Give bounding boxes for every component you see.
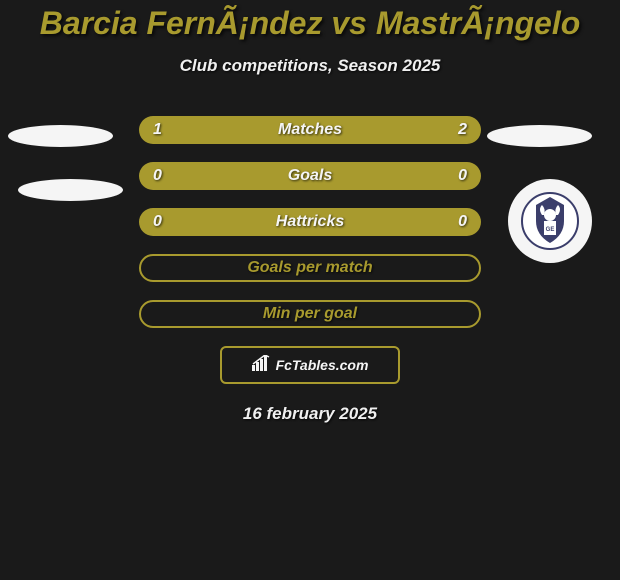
stat-label: Hattricks	[276, 213, 344, 231]
team-left-placeholder-1	[8, 125, 113, 147]
stat-right-value: 0	[445, 213, 467, 231]
team-right-placeholder	[487, 125, 592, 147]
stat-label: Matches	[278, 121, 342, 139]
stat-left-value: 0	[153, 213, 175, 231]
stat-label: Min per goal	[263, 305, 357, 323]
stat-right-value: 0	[445, 167, 467, 185]
subtitle: Club competitions, Season 2025	[0, 56, 620, 76]
brand-box[interactable]: FcTables.com	[220, 346, 400, 384]
stat-row: Goals per match	[139, 254, 481, 282]
stat-left-value: 0	[153, 167, 175, 185]
date: 16 february 2025	[0, 404, 620, 424]
team-right-crest: GE	[508, 179, 592, 263]
brand-text: FcTables.com	[276, 357, 369, 373]
stat-row: 0 Goals 0	[139, 162, 481, 190]
comparison-card: Barcia FernÃ¡ndez vs MastrÃ¡ngelo Club c…	[0, 0, 620, 424]
crest-icon: GE	[520, 191, 580, 251]
stat-label: Goals	[288, 167, 332, 185]
stat-left-value: 1	[153, 121, 175, 139]
stat-right-value: 2	[445, 121, 467, 139]
stat-row: Min per goal	[139, 300, 481, 328]
title: Barcia FernÃ¡ndez vs MastrÃ¡ngelo	[0, 5, 620, 42]
stat-row: 0 Hattricks 0	[139, 208, 481, 236]
stat-row: 1 Matches 2	[139, 116, 481, 144]
svg-text:GE: GE	[546, 227, 555, 233]
chart-icon	[252, 355, 272, 376]
team-left-placeholder-2	[18, 179, 123, 201]
stat-label: Goals per match	[247, 259, 372, 277]
